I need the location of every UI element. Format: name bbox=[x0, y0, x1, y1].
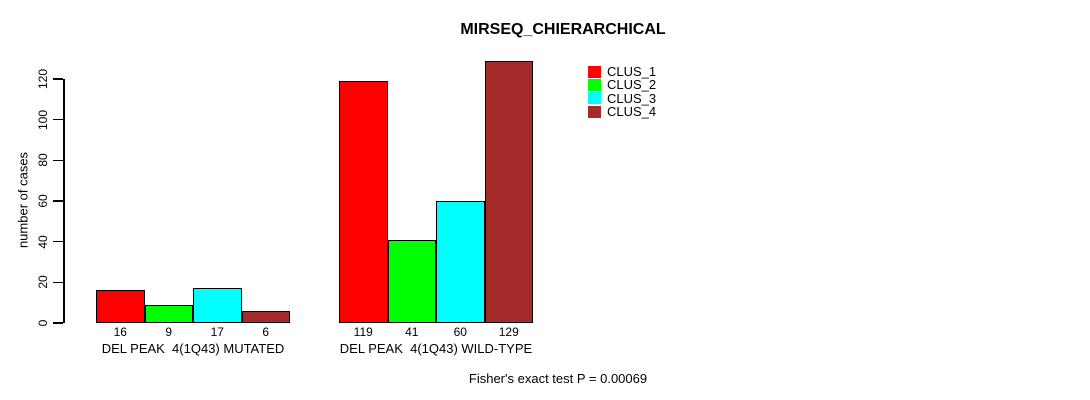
bar-clus_4-group1 bbox=[241, 310, 290, 323]
y-axis-tick bbox=[53, 159, 63, 162]
bar-value-label: 129 bbox=[498, 325, 519, 339]
bar-clus_3-group1 bbox=[193, 288, 242, 323]
bar-clus_3-group2 bbox=[436, 201, 485, 323]
legend-swatch-clus_2 bbox=[588, 78, 601, 91]
bar-value-label: 6 bbox=[262, 325, 270, 339]
chart-title: MIRSEQ_CHIERARCHICAL bbox=[460, 21, 666, 38]
legend-item-clus_2: CLUS_2 bbox=[588, 78, 656, 91]
bar-clus_1-group2 bbox=[339, 81, 388, 323]
legend-item-clus_1: CLUS_1 bbox=[588, 65, 656, 78]
y-axis-tick bbox=[53, 78, 63, 80]
bar-value-label: 17 bbox=[210, 325, 224, 339]
bar-clus_2-group1 bbox=[144, 304, 193, 323]
bar-value-label: 60 bbox=[453, 325, 467, 339]
bar-clus_4-group2 bbox=[484, 60, 533, 323]
bar-clus_1-group1 bbox=[96, 290, 145, 323]
y-axis-tick-label: 100 bbox=[36, 109, 50, 130]
y-axis-tick bbox=[53, 118, 63, 121]
bar-value-label: 41 bbox=[405, 325, 419, 339]
y-axis-title: number of cases bbox=[15, 151, 31, 249]
y-axis-tick bbox=[53, 200, 63, 202]
y-axis-tick bbox=[53, 281, 63, 284]
bar-value-label: 16 bbox=[113, 325, 127, 339]
y-axis-tick-label: 60 bbox=[36, 194, 50, 208]
bar-clus_2-group2 bbox=[387, 239, 436, 323]
y-axis-tick-label: 0 bbox=[36, 319, 50, 327]
legend: CLUS_1 CLUS_2 CLUS_3 CLUS_4 bbox=[588, 65, 656, 118]
legend-label: CLUS_4 bbox=[607, 104, 657, 120]
legend-swatch-clus_4 bbox=[588, 105, 601, 118]
bar-value-label: 119 bbox=[353, 325, 373, 339]
y-axis-tick-label: 20 bbox=[36, 275, 50, 290]
legend-swatch-clus_1 bbox=[588, 65, 601, 78]
y-axis-tick-label: 120 bbox=[36, 68, 50, 90]
legend-label: CLUS_3 bbox=[607, 90, 657, 106]
y-axis-tick bbox=[53, 322, 63, 324]
bar-value-label: 9 bbox=[165, 325, 173, 339]
y-axis-line bbox=[63, 79, 65, 323]
pvalue-note: Fisher's exact test P = 0.00069 bbox=[468, 371, 648, 386]
group-label: DEL PEAK 4(1Q43) MUTATED bbox=[101, 341, 285, 356]
legend-item-clus_4: CLUS_4 bbox=[588, 105, 656, 118]
y-axis-tick bbox=[53, 240, 63, 243]
y-axis-tick-label: 80 bbox=[36, 153, 50, 168]
legend-label: CLUS_2 bbox=[607, 77, 657, 93]
legend-label: CLUS_1 bbox=[607, 64, 657, 80]
legend-swatch-clus_3 bbox=[588, 92, 601, 105]
y-axis-tick-label: 40 bbox=[36, 234, 50, 249]
legend-item-clus_3: CLUS_3 bbox=[588, 92, 656, 105]
group-label: DEL PEAK 4(1Q43) WILD-TYPE bbox=[339, 341, 533, 356]
